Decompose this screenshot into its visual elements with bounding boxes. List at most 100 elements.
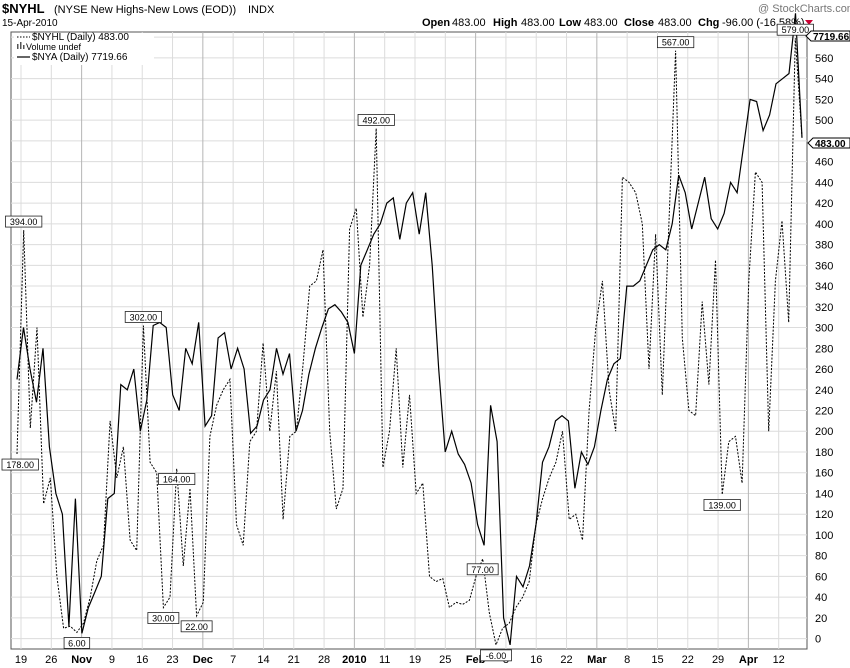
grid	[11, 32, 807, 649]
x-axis: 1926Nov91623Dec71421282010111925Feb81622…	[15, 654, 785, 666]
data-label-text: -6.00	[486, 651, 507, 661]
data-label-text: 6.00	[68, 638, 86, 648]
legend-box	[14, 33, 154, 65]
x-tick-label: 7	[230, 654, 236, 666]
y-tick-label: 20	[815, 613, 827, 625]
y-tick-label: 0	[815, 634, 821, 646]
chart-title: (NYSE New Highs-New Lows (EOD))	[54, 4, 236, 16]
chart-symbol: $NYHL	[2, 1, 45, 16]
y-tick-label: 120	[815, 509, 833, 521]
y-tick-label: 160	[815, 468, 833, 480]
x-tick-label: 26	[45, 654, 57, 666]
x-tick-label: 19	[15, 654, 27, 666]
y-tick-label: 60	[815, 571, 827, 583]
data-label: 178.00	[1, 458, 39, 471]
y-tick-label: 280	[815, 343, 833, 355]
data-label-box	[124, 311, 162, 323]
low-label: Low	[559, 17, 581, 29]
data-label-text: 394.00	[10, 217, 38, 227]
nya-price-tag-text: 7719.66	[813, 32, 850, 43]
x-tick-label: Apr	[739, 654, 759, 666]
y-tick-label: 220	[815, 405, 833, 417]
x-tick-label: 14	[257, 654, 269, 666]
data-label-text: 139.00	[708, 500, 736, 510]
data-label: 6.00	[63, 637, 91, 649]
x-tick-label: 22	[560, 654, 572, 666]
y-tick-label: 180	[815, 447, 833, 459]
data-label-box	[158, 473, 196, 485]
series-line-nya	[16, 13, 803, 646]
x-tick-label: 16	[530, 654, 542, 666]
x-tick-label: 29	[712, 654, 724, 666]
y-tick-label: 560	[815, 53, 833, 65]
data-label: 164.00	[158, 473, 196, 485]
y-tick-label: 100	[815, 530, 833, 542]
legend-volume: Volume undef	[26, 42, 82, 52]
nya-price-tag	[805, 30, 850, 42]
data-label: 492.00	[357, 114, 395, 126]
x-tick-label: 16	[136, 654, 148, 666]
x-tick-label: 8	[624, 654, 630, 666]
data-label-text: 178.00	[6, 460, 34, 470]
data-label-box	[703, 499, 741, 511]
x-tick-label: 22	[682, 654, 694, 666]
data-label-box	[466, 563, 499, 576]
x-tick-label: 11	[379, 654, 390, 666]
y-tick-label: 80	[815, 551, 827, 563]
low-value: 483.00	[584, 17, 618, 29]
watermark: @ StockCharts.com	[758, 3, 850, 15]
y-tick-label: 140	[815, 488, 833, 500]
legend-nya: $NYA (Daily) 7719.66	[32, 52, 128, 63]
nyhl-price-tag	[807, 137, 850, 149]
data-label: 22.00	[180, 620, 213, 633]
data-labels: 394.00 178.00 6.00 302.00 164.00 22.00 492.00 3…	[1, 23, 814, 662]
y-tick-label: 500	[815, 115, 833, 127]
x-tick-label: 9	[109, 654, 115, 666]
data-label-text: 30.00	[152, 614, 175, 624]
y-tick-label: 360	[815, 260, 833, 272]
data-label-text: 492.00	[362, 115, 390, 125]
high-value: 483.00	[521, 17, 555, 29]
data-label-text: 567.00	[662, 38, 690, 48]
data-label: 139.00	[703, 499, 741, 511]
open-value: 483.00	[452, 17, 486, 29]
data-label: -6.00	[480, 649, 512, 662]
data-label-box	[480, 649, 512, 662]
y-axis: 0 20 40 60 80 100 120 140 160 180 200 220 240 260 280 3…	[815, 32, 833, 645]
y-tick-label: 260	[815, 364, 833, 376]
data-label-text: 164.00	[163, 475, 191, 485]
data-label-text: 22.00	[185, 622, 208, 632]
down-arrow-icon	[805, 20, 813, 25]
data-label-box	[147, 612, 180, 624]
y-tick-label: 540	[815, 74, 833, 86]
x-tick-label: Nov	[71, 654, 93, 666]
y-tick-label: 380	[815, 240, 833, 252]
data-label-box	[776, 23, 814, 36]
legend-volume-icon	[17, 42, 25, 49]
x-tick-label: Mar	[587, 654, 607, 666]
x-tick-label: Dec	[193, 654, 213, 666]
data-label-box	[1, 458, 39, 471]
data-label-text: 579.00	[782, 25, 810, 35]
data-label: 579.00	[776, 23, 814, 36]
x-tick-label: 28	[318, 654, 330, 666]
data-label: 30.00	[147, 612, 180, 624]
y-tick-label: 300	[815, 323, 833, 335]
data-label-text: 77.00	[471, 565, 494, 575]
y-tick-label: 440	[815, 177, 833, 189]
close-label: Close	[624, 17, 654, 29]
data-label-box	[180, 620, 213, 633]
y-tick-label: 420	[815, 198, 833, 210]
data-label: 302.00	[124, 311, 162, 323]
x-tick-label: 2010	[342, 654, 366, 666]
y-tick-label: 200	[815, 426, 833, 438]
series-group	[16, 13, 803, 647]
close-value: 483.00	[658, 17, 692, 29]
data-label-text: 302.00	[130, 312, 158, 322]
legend-nyhl: $NYHL (Daily) 483.00	[32, 32, 129, 43]
data-label-box	[63, 637, 91, 649]
y-tick-label: 240	[815, 385, 833, 397]
data-label-box	[5, 215, 43, 228]
y-tick-label: 40	[815, 592, 827, 604]
